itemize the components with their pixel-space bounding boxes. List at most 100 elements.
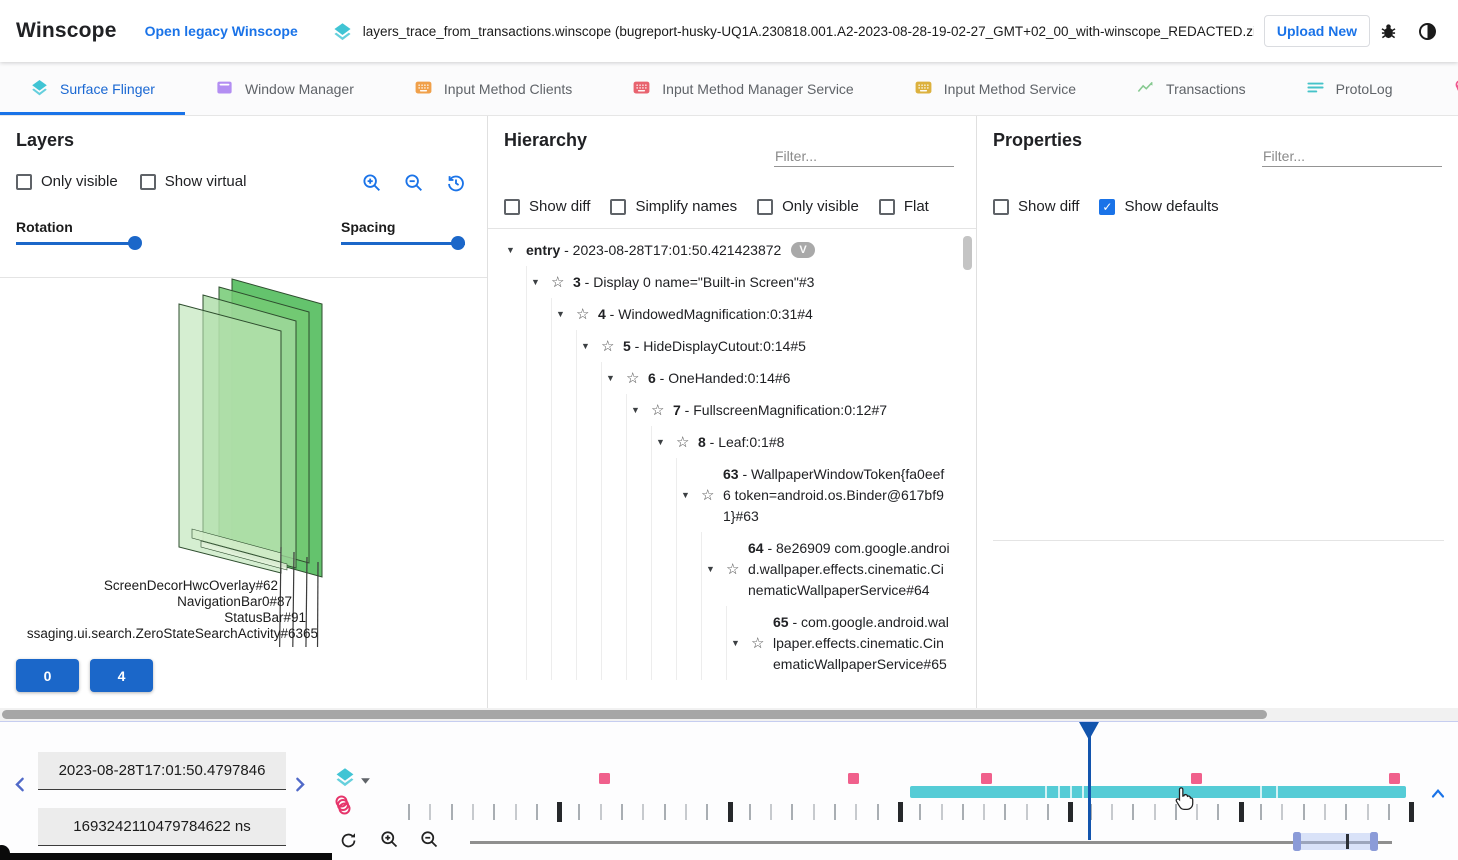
tree-node[interactable]: ▼ ☆ 65 - com.google.android.wallpaper.effe… [727, 606, 950, 680]
horizontal-scrollbar-thumb[interactable] [2, 710, 1267, 719]
display-button-4[interactable]: 4 [90, 659, 153, 692]
surface-flinger-trace-icon[interactable] [334, 766, 356, 788]
tree-node[interactable]: ▼ ☆ 4 - WindowedMagnification:0:31#4 [552, 298, 950, 330]
checkbox-box[interactable] [757, 198, 774, 215]
expand-arrow-icon[interactable]: ▼ [706, 564, 715, 574]
checkbox-box[interactable] [610, 198, 627, 215]
checkbox-simplify-names[interactable]: Simplify names [610, 198, 737, 215]
tab-input-method-clients[interactable]: Input Method Clients [384, 62, 602, 115]
reset-view-icon[interactable] [445, 172, 467, 194]
checkbox-show-defaults[interactable]: ✓ Show defaults [1099, 198, 1219, 215]
next-entry-icon[interactable] [291, 776, 308, 793]
expand-arrow-icon[interactable]: ▼ [581, 341, 590, 351]
zoom-in-icon[interactable] [361, 172, 383, 194]
star-icon[interactable]: ☆ [701, 487, 715, 504]
checkbox-box[interactable] [139, 173, 156, 190]
checkbox-box[interactable] [504, 198, 520, 215]
checkbox-flat[interactable]: Flat [878, 198, 929, 215]
transaction-event-marker[interactable] [599, 773, 610, 784]
expand-arrow-icon[interactable]: ▼ [556, 309, 565, 319]
tree-node[interactable]: ▼ ☆ 3 - Display 0 name="Built-in Screen"#3 [527, 266, 950, 298]
spacing-slider[interactable] [341, 236, 465, 250]
star-icon[interactable]: ☆ [726, 561, 740, 578]
expand-arrow-icon[interactable]: ▼ [631, 405, 640, 415]
tab-tr[interactable]: Tr [1422, 62, 1458, 115]
tree-node[interactable]: ▼ ☆ 8 - Leaf:0:1#8 [652, 426, 950, 458]
ruler-tick [1004, 804, 1007, 820]
tab-window-manager[interactable]: Window Manager [185, 62, 384, 115]
expand-arrow-icon[interactable]: ▼ [531, 277, 540, 287]
timeline-cursor[interactable] [1088, 722, 1091, 840]
open-legacy-link[interactable]: Open legacy Winscope [144, 23, 298, 39]
bug-report-icon[interactable] [1378, 21, 1399, 42]
checkbox-only-visible[interactable]: Only visible [757, 198, 859, 215]
tab-input-method-service[interactable]: Input Method Service [884, 62, 1106, 115]
star-icon[interactable]: ☆ [551, 274, 565, 291]
spacing-slider-track[interactable] [341, 242, 465, 245]
transaction-event-marker[interactable] [848, 773, 859, 784]
star-icon[interactable]: ☆ [626, 370, 640, 387]
zoom-out-icon[interactable] [403, 172, 425, 194]
tab-protolog[interactable]: ProtoLog [1276, 62, 1423, 115]
expand-arrow-icon[interactable]: ▼ [681, 490, 690, 500]
horizontal-scrollbar-track[interactable] [0, 708, 1458, 721]
zoom-range-handle-left[interactable] [1293, 832, 1301, 851]
checkbox-only-visible[interactable]: Only visible [16, 173, 118, 190]
rotation-slider-thumb[interactable] [128, 236, 142, 250]
expand-arrow-icon[interactable]: ▼ [606, 373, 615, 383]
display-button-0[interactable]: 0 [16, 659, 79, 692]
ruler-tick [876, 804, 879, 820]
transaction-event-marker[interactable] [1389, 773, 1400, 784]
tree-node[interactable]: ▼ ☆ 63 - WallpaperWindowToken{fa0eef6 toke… [677, 458, 950, 532]
tree-node[interactable]: ▼ ☆ 64 - 8e26909 com.google.android.wallpa… [702, 532, 950, 606]
zoom-range-handle-right[interactable] [1370, 832, 1378, 851]
transaction-event-marker[interactable] [981, 773, 992, 784]
checkbox-show-virtual[interactable]: Show virtual [139, 173, 246, 190]
star-icon[interactable]: ☆ [576, 306, 590, 323]
hierarchy-scrollbar[interactable] [963, 236, 972, 270]
prev-entry-icon[interactable] [12, 776, 29, 793]
transaction-event-marker[interactable] [1191, 773, 1202, 784]
expand-arrow-icon[interactable]: ▼ [506, 245, 515, 255]
collapse-timeline-icon[interactable] [1428, 784, 1448, 804]
properties-filter-input[interactable] [1262, 146, 1442, 167]
checkbox-show-diff[interactable]: Show diff [504, 198, 590, 215]
rotation-slider-track[interactable] [16, 242, 140, 245]
zoom-range-selection[interactable] [1297, 833, 1377, 850]
trace-select-caret-icon[interactable] [360, 775, 371, 786]
spacing-slider-thumb[interactable] [451, 236, 465, 250]
tab-transactions[interactable]: Transactions [1106, 62, 1276, 115]
hierarchy-filter-input[interactable] [774, 146, 954, 167]
ruler-tick [535, 804, 538, 820]
ruler-tick [1387, 804, 1390, 820]
expand-arrow-icon[interactable]: ▼ [656, 437, 665, 447]
expand-arrow-icon[interactable]: ▼ [731, 638, 740, 648]
checkbox-box[interactable] [878, 198, 895, 215]
checkbox-box[interactable] [16, 173, 32, 190]
checkbox-box[interactable] [993, 198, 1009, 215]
tree-node[interactable]: ▼ entry - 2023-08-28T17:01:50.421423872 V [502, 234, 950, 266]
tree-node[interactable]: ▼ ☆ 6 - OneHanded:0:14#6 [602, 362, 950, 394]
zoom-range-track[interactable] [470, 841, 1392, 844]
star-icon[interactable]: ☆ [676, 434, 690, 451]
star-icon[interactable]: ☆ [601, 338, 615, 355]
trace-activity-band[interactable] [910, 786, 1406, 798]
checkbox-box[interactable]: ✓ [1099, 198, 1116, 215]
dark-mode-icon[interactable] [1417, 21, 1438, 42]
refresh-icon[interactable] [339, 831, 358, 850]
tree-node[interactable]: ▼ ☆ 5 - HideDisplayCutout:0:14#5 [577, 330, 950, 362]
tab-surface-flinger[interactable]: Surface Flinger [0, 62, 185, 115]
star-icon[interactable]: ☆ [751, 635, 765, 652]
zoom-in-icon[interactable] [379, 829, 400, 850]
transactions-trace-icon[interactable] [331, 793, 355, 817]
zoom-out-icon[interactable] [419, 829, 440, 850]
tab-input-method-manager-service[interactable]: Input Method Manager Service [602, 62, 883, 115]
checkbox-show-diff[interactable]: Show diff [993, 198, 1079, 215]
rotation-slider[interactable] [16, 236, 142, 250]
timestamp-ns-field[interactable]: 1693242110479784622 ns [38, 808, 286, 846]
tree-node[interactable]: ▼ ☆ 7 - FullscreenMagnification:0:12#7 [627, 394, 950, 426]
layers-3d-canvas[interactable] [0, 277, 487, 647]
upload-new-button[interactable]: Upload New [1263, 15, 1370, 47]
star-icon[interactable]: ☆ [651, 402, 665, 419]
timestamp-human-field[interactable]: 2023-08-28T17:01:50.4797846 [38, 752, 286, 790]
